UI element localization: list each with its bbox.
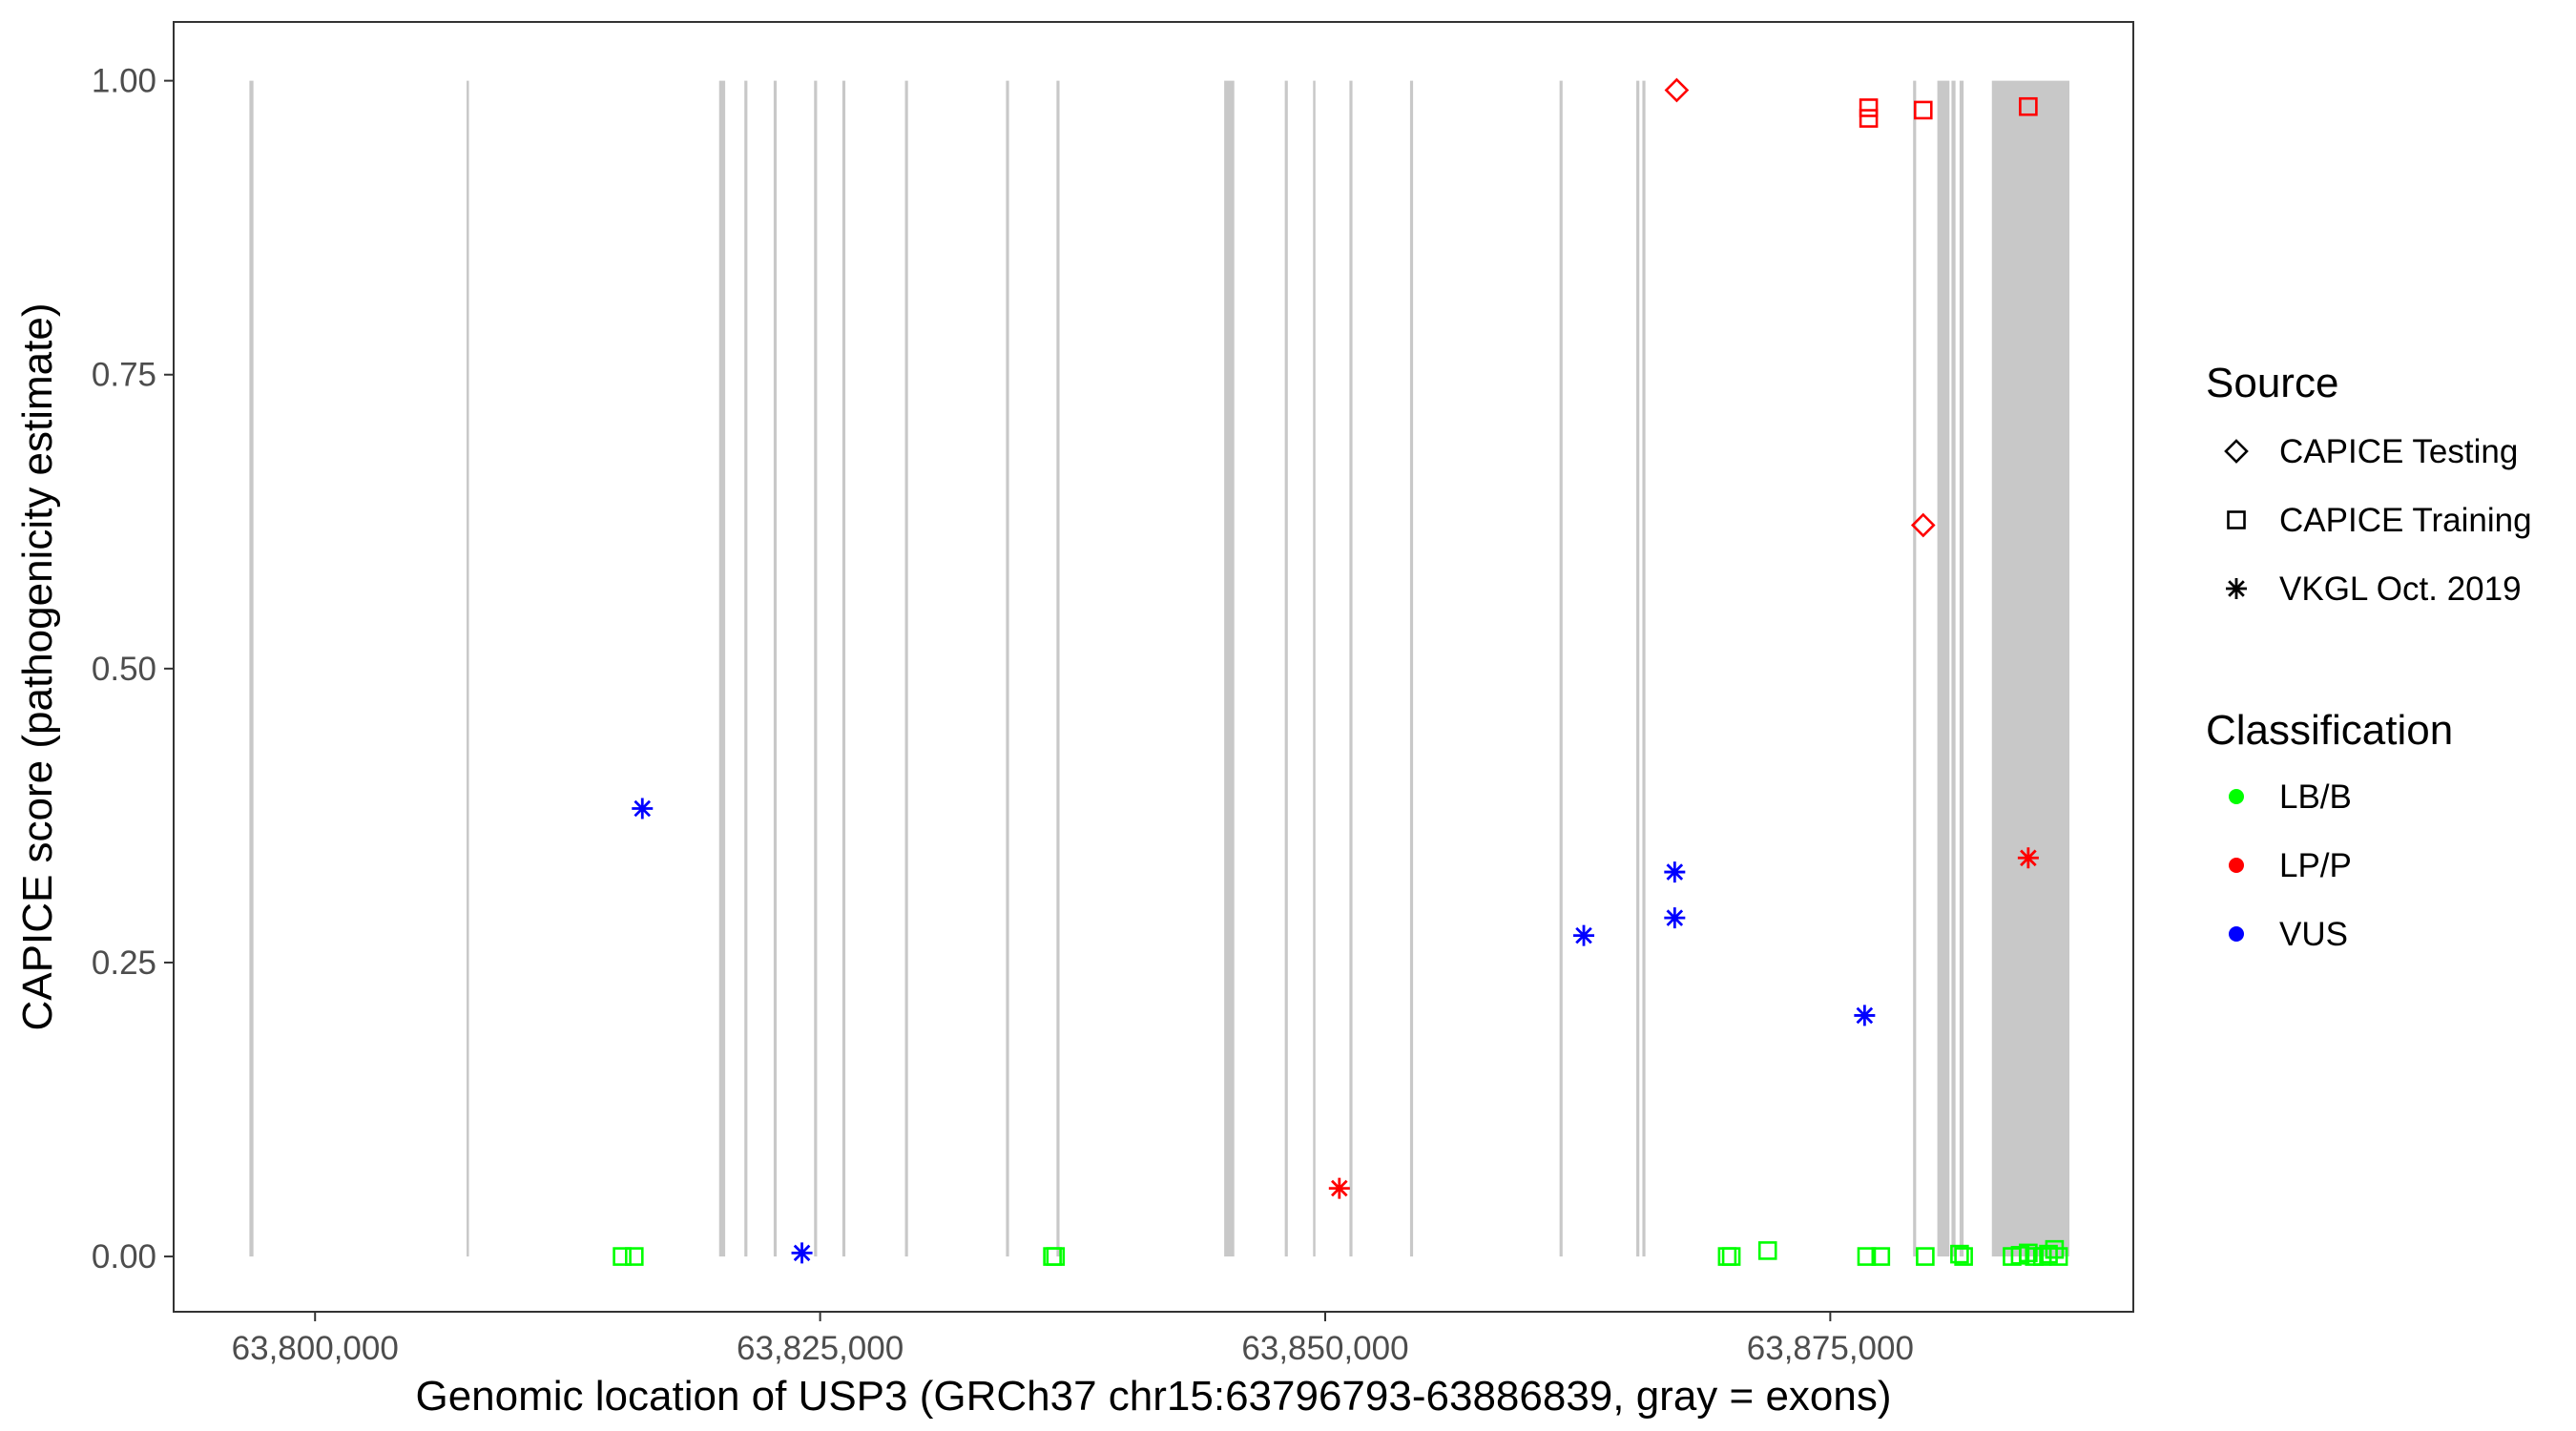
exon-band — [773, 80, 778, 1257]
legend-source-label: VKGL Oct. 2019 — [2279, 570, 2522, 608]
data-point — [1046, 1247, 1066, 1266]
exon-band — [1409, 80, 1414, 1257]
data-point — [1857, 1247, 1877, 1266]
legend-classification-label: LB/B — [2279, 778, 2352, 816]
data-point — [2039, 1244, 2058, 1264]
exon-band — [249, 80, 254, 1257]
exon-band — [1284, 80, 1288, 1257]
data-point — [613, 1247, 632, 1266]
legend-key-dot — [2229, 926, 2244, 942]
legend-source-label: CAPICE Testing — [2279, 433, 2518, 470]
x-tick-label: 63,825,000 — [737, 1330, 904, 1367]
y-tick-label: 0.25 — [92, 944, 156, 982]
data-point — [624, 1247, 644, 1266]
legend: Source CAPICE Testing CAPICE Training VKGL… — [2206, 360, 2532, 953]
exon-band — [1642, 80, 1646, 1257]
legend-classification-title: Classification — [2206, 707, 2453, 754]
exon-band — [467, 80, 469, 1257]
data-point — [1664, 77, 1690, 103]
x-tick-label: 63,850,000 — [1241, 1330, 1408, 1367]
exon-band — [1056, 80, 1060, 1257]
data-points — [613, 77, 2068, 1266]
exon-band — [1559, 80, 1563, 1257]
legend-key-dot — [2229, 858, 2244, 873]
data-point — [1913, 100, 1933, 120]
data-point — [2019, 1243, 2038, 1263]
legend-classification-label: VUS — [2279, 916, 2348, 953]
exon-band — [814, 80, 818, 1257]
y-axis-title: CAPICE score (pathogenicity estimate) — [14, 303, 61, 1031]
data-point — [1871, 1247, 1891, 1266]
legend-source-title: Source — [2206, 360, 2338, 406]
data-point — [1757, 1241, 1777, 1260]
legend-source-label: CAPICE Training — [2279, 502, 2532, 539]
exon-bands — [249, 80, 2070, 1257]
data-point — [1910, 512, 1936, 538]
exon-band — [744, 80, 748, 1257]
data-point — [791, 1242, 813, 1264]
exon-band — [1959, 80, 1964, 1257]
data-point — [1664, 861, 1686, 883]
exon-band — [1636, 80, 1640, 1257]
legend-key-diamond — [2224, 439, 2249, 464]
data-point — [2019, 96, 2038, 116]
exon-band — [1349, 80, 1353, 1257]
data-point — [1859, 98, 1879, 117]
exon-band — [1913, 80, 1917, 1257]
data-point — [1328, 1177, 1350, 1199]
y-tick-label: 0.00 — [92, 1238, 156, 1275]
data-point — [1859, 109, 1879, 128]
data-point — [1916, 1247, 1935, 1266]
data-point — [1573, 924, 1595, 946]
exon-band — [718, 80, 726, 1257]
panel-border — [173, 21, 2134, 1313]
x-tick-label: 63,800,000 — [232, 1330, 399, 1367]
legend-key-asterisk — [2226, 578, 2247, 599]
exon-band — [841, 80, 846, 1257]
data-point — [1854, 1005, 1876, 1027]
data-point — [1664, 907, 1686, 929]
y-tick-label: 0.75 — [92, 357, 156, 394]
exon-band — [1224, 80, 1235, 1257]
exon-band — [1991, 80, 2070, 1257]
y-tick-label: 1.00 — [92, 63, 156, 100]
data-point — [2048, 1247, 2068, 1266]
legend-key-square — [2227, 510, 2246, 529]
data-point — [632, 798, 654, 819]
exon-band — [1937, 80, 1950, 1257]
exon-band — [904, 80, 908, 1257]
plot-panel — [173, 21, 2134, 1313]
y-tick-label: 0.50 — [92, 651, 156, 688]
legend-classification-label: LP/P — [2279, 847, 2352, 884]
data-point — [1950, 1244, 1969, 1264]
legend-key-dot — [2229, 789, 2244, 804]
exon-band — [1313, 80, 1316, 1257]
data-point — [1721, 1247, 1741, 1266]
exon-band — [1951, 80, 1956, 1257]
x-axis: 63,800,000 63,825,000 63,850,000 63,875,000 — [232, 1312, 1914, 1367]
data-point — [2017, 847, 2039, 869]
data-point — [1954, 1247, 1973, 1266]
x-axis-title: Genomic location of USP3 (GRCh37 chr15:6… — [415, 1373, 1891, 1420]
x-tick-label: 63,875,000 — [1747, 1330, 1914, 1367]
exon-band — [1006, 80, 1009, 1257]
y-axis: 0.00 0.25 0.50 0.75 1.00 — [92, 63, 174, 1275]
